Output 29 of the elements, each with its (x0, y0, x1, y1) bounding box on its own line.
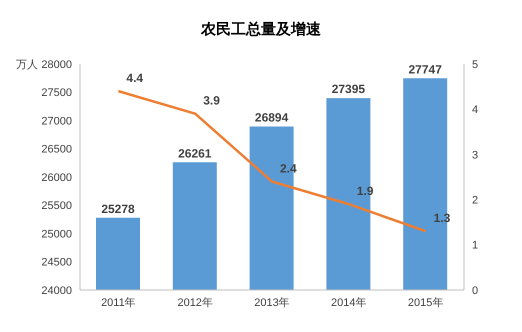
y2-tick-label: 5 (472, 58, 478, 71)
y-tick-label: 27000 (41, 115, 72, 128)
y2-tick-label: 2 (472, 194, 478, 207)
chart-title: 农民工总量及增速 (200, 20, 322, 40)
data-label: 4.4 (126, 71, 144, 86)
y2-tick-label: 4 (472, 104, 478, 116)
x-tick-label: 2014年 (331, 296, 367, 309)
y2-tick-label: 3 (472, 149, 478, 162)
data-label: 3.9 (203, 94, 220, 108)
y-tick-label: 25500 (41, 200, 72, 212)
x-tick-label: 2015年 (408, 296, 444, 309)
y-tick-label: 26500 (41, 144, 72, 156)
data-label: 26894 (254, 110, 289, 124)
x-tick-label: 2013年 (254, 296, 290, 309)
y-tick-label: 27500 (41, 87, 72, 100)
y-axis-title: 万人 (16, 59, 38, 71)
y-tick-label: 26000 (41, 172, 72, 184)
y-tick-label: 24000 (41, 284, 72, 297)
data-label: 27747 (408, 62, 442, 76)
x-tick-label: 2011年 (101, 296, 136, 309)
y-tick-label: 28000 (41, 58, 72, 71)
data-label: 26261 (178, 146, 212, 160)
y-tick-label: 24500 (41, 256, 72, 269)
data-label: 27395 (332, 82, 366, 96)
data-label: 25278 (101, 202, 136, 216)
y2-tick-label: 0 (472, 284, 478, 297)
y-tick-label: 25000 (41, 228, 72, 240)
y2-tick-label: 1 (472, 240, 478, 252)
x-tick-label: 2012年 (177, 296, 213, 309)
